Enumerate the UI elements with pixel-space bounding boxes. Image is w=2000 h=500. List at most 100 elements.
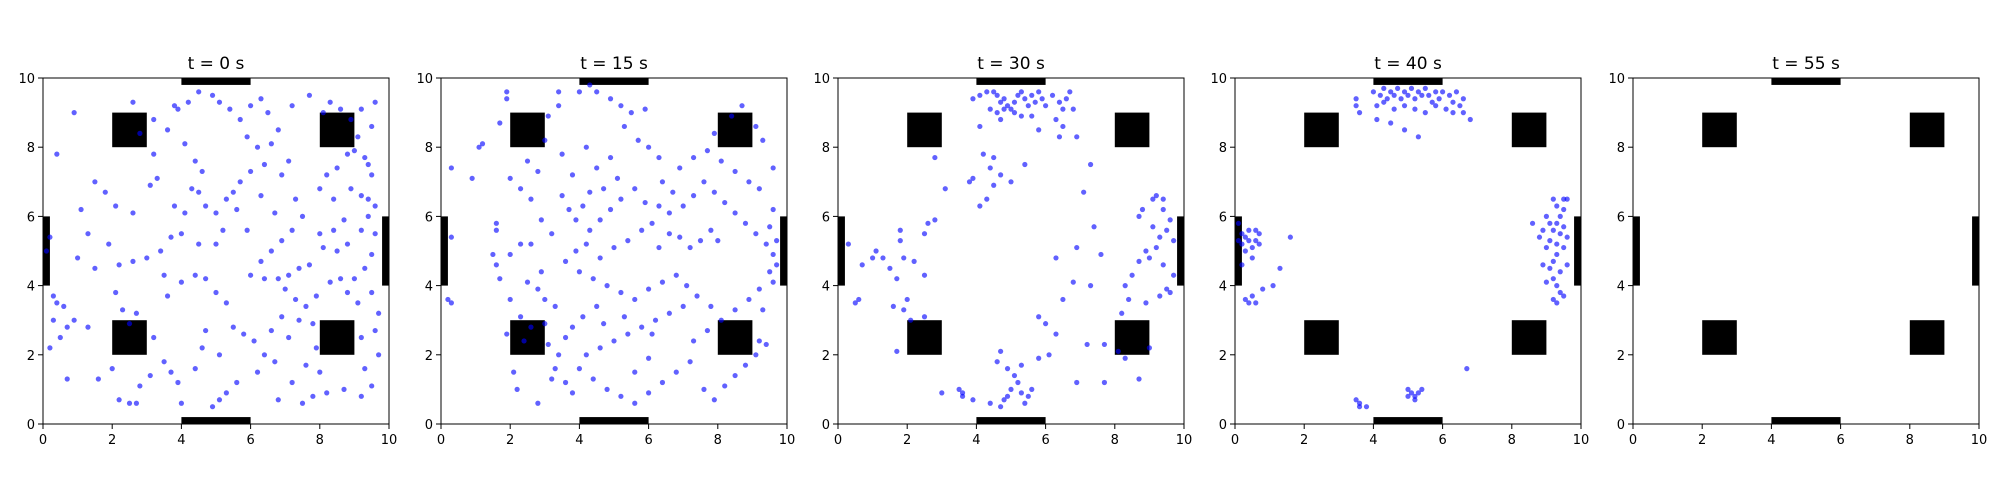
obstacle xyxy=(319,320,355,355)
agent-point xyxy=(43,248,50,254)
agent-point xyxy=(258,258,264,264)
agent-point xyxy=(987,400,993,406)
agent-point xyxy=(618,393,624,399)
agent-point xyxy=(47,234,53,240)
exit-wall xyxy=(1373,78,1443,85)
agent-point xyxy=(1018,89,1024,95)
agent-point xyxy=(178,279,184,285)
agent-point xyxy=(590,376,596,382)
agent-point xyxy=(732,307,738,313)
agent-point xyxy=(258,193,264,199)
agent-point xyxy=(1160,262,1166,268)
agent-point xyxy=(216,99,223,105)
agent-point xyxy=(116,262,122,268)
agent-point xyxy=(756,186,762,192)
agent-point xyxy=(611,244,617,251)
panel-title: t = 40 s xyxy=(1374,54,1442,74)
agent-point xyxy=(151,116,157,123)
agent-point xyxy=(569,390,576,396)
agent-point xyxy=(517,314,524,320)
agent-point xyxy=(684,283,690,289)
agent-point xyxy=(479,141,486,147)
agent-point xyxy=(517,186,524,192)
agent-point xyxy=(1429,99,1435,105)
agent-point xyxy=(621,123,627,130)
agent-point xyxy=(164,293,171,299)
agent-point xyxy=(562,334,569,341)
agent-point xyxy=(230,189,236,195)
agent-point xyxy=(646,390,652,396)
x-tick-label: 8 xyxy=(1111,433,1119,448)
agent-point xyxy=(528,241,534,247)
agent-point xyxy=(324,390,330,396)
agent-point xyxy=(942,186,948,192)
agent-point xyxy=(289,379,295,386)
agent-point xyxy=(154,175,160,181)
agent-point xyxy=(604,283,610,289)
agent-point xyxy=(1547,238,1553,244)
exit-wall xyxy=(441,216,448,286)
agent-point xyxy=(1557,213,1563,219)
agent-point xyxy=(1450,110,1456,116)
agent-point xyxy=(666,210,672,216)
agent-point xyxy=(1270,283,1276,289)
agent-point xyxy=(192,366,198,372)
agent-point xyxy=(1246,227,1252,233)
x-tick-label: 6 xyxy=(246,433,254,448)
agent-point xyxy=(213,289,219,296)
agent-point xyxy=(887,265,893,271)
agent-point xyxy=(223,390,229,396)
y-tick-label: 8 xyxy=(1219,141,1227,156)
agent-point xyxy=(528,324,534,330)
agent-point xyxy=(168,369,174,375)
agent-point xyxy=(296,317,302,323)
exit-wall xyxy=(1771,78,1841,85)
agent-point xyxy=(57,334,63,341)
agent-point xyxy=(92,265,98,271)
agent-point xyxy=(268,248,274,254)
agent-point xyxy=(365,213,371,219)
agent-point xyxy=(852,300,858,306)
agent-point xyxy=(514,386,520,392)
agent-point xyxy=(732,372,738,379)
agent-point xyxy=(334,248,340,254)
agent-point xyxy=(1122,283,1128,289)
y-tick-label: 2 xyxy=(425,349,433,364)
agent-point xyxy=(313,345,319,351)
agent-point xyxy=(119,307,126,313)
agent-point xyxy=(708,227,714,233)
agent-point xyxy=(1049,92,1056,98)
agent-point xyxy=(130,210,136,216)
agent-point xyxy=(753,231,759,237)
agent-point xyxy=(1564,234,1570,240)
agent-point xyxy=(1557,289,1563,296)
agent-point xyxy=(372,99,378,105)
agent-point xyxy=(1011,110,1018,116)
agent-point xyxy=(576,89,583,95)
agent-point xyxy=(1008,106,1014,112)
y-tick-label: 8 xyxy=(1617,141,1625,156)
agent-point xyxy=(746,179,752,185)
agent-point xyxy=(1056,99,1063,105)
agent-point xyxy=(897,227,903,233)
obstacle xyxy=(1702,112,1737,148)
agent-point xyxy=(1074,379,1080,386)
agent-point xyxy=(275,397,281,403)
agent-point xyxy=(355,300,361,306)
agent-point xyxy=(1008,179,1014,185)
agent-point xyxy=(739,103,745,109)
agent-point xyxy=(213,210,219,216)
obstacle xyxy=(1702,320,1737,355)
agent-point xyxy=(535,168,541,175)
agent-point xyxy=(1561,244,1567,251)
agent-point xyxy=(1074,134,1080,140)
agent-point xyxy=(722,383,728,389)
exit-wall xyxy=(1972,216,1979,286)
agent-point xyxy=(1235,220,1242,226)
agent-point xyxy=(1419,386,1425,392)
agent-point xyxy=(507,251,513,258)
agent-point xyxy=(632,400,638,406)
obstacle xyxy=(112,112,147,148)
agent-point xyxy=(977,92,983,98)
panel-title: t = 0 s xyxy=(188,54,245,74)
